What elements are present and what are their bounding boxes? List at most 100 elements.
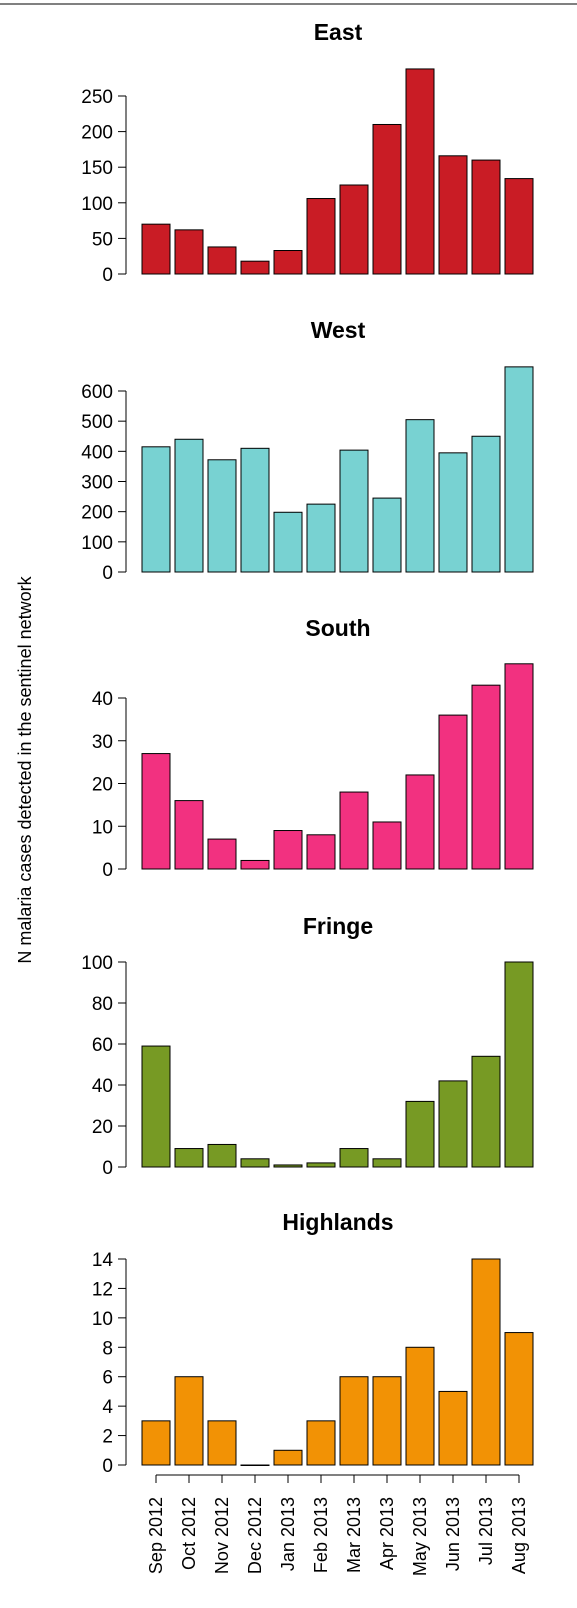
bar <box>273 511 303 573</box>
bar <box>207 459 237 573</box>
bar <box>141 1420 171 1466</box>
bar <box>339 1148 369 1168</box>
bar <box>471 1055 501 1168</box>
y-tick-label: 20 <box>92 775 113 796</box>
bar <box>339 184 369 275</box>
y-tick-label: 0 <box>102 563 113 584</box>
y-tick-label: 6 <box>102 1368 113 1389</box>
y-tick-label: 40 <box>92 689 113 710</box>
panel-title: South <box>305 615 370 641</box>
bar <box>240 859 270 870</box>
panel-title: Fringe <box>303 913 373 939</box>
y-tick-label: 250 <box>81 87 113 108</box>
bar <box>306 1420 336 1466</box>
x-tick-label: Dec 2012 <box>245 1497 265 1574</box>
bar <box>372 123 402 275</box>
y-tick-label: 80 <box>92 994 113 1015</box>
x-tick-label: Sep 2012 <box>146 1497 166 1574</box>
y-axis-label: N malaria cases detected in the sentinel… <box>15 575 35 963</box>
bar <box>174 800 204 870</box>
y-tick-label: 12 <box>92 1279 113 1300</box>
bar <box>306 503 336 573</box>
x-tick-label: Mar 2013 <box>344 1497 364 1573</box>
y-tick-label: 500 <box>81 412 113 433</box>
bar <box>141 446 171 573</box>
x-tick-label: Jun 2013 <box>443 1497 463 1571</box>
bar <box>240 1464 270 1466</box>
bar <box>471 159 501 275</box>
bar <box>372 497 402 573</box>
bar <box>339 1376 369 1466</box>
bar <box>471 684 501 870</box>
y-tick-label: 30 <box>92 732 113 753</box>
bar <box>438 1080 468 1168</box>
y-tick-label: 20 <box>92 1117 113 1138</box>
bar <box>306 198 336 275</box>
bar <box>273 1449 303 1466</box>
bar <box>471 435 501 573</box>
bar <box>438 452 468 573</box>
bar <box>306 834 336 870</box>
bar <box>273 1164 303 1168</box>
bar <box>339 449 369 573</box>
panel-title: Highlands <box>282 1209 393 1235</box>
bar <box>405 68 435 275</box>
bar <box>405 774 435 870</box>
x-tick-label: Oct 2012 <box>179 1497 199 1570</box>
bar <box>372 1376 402 1466</box>
bar <box>273 830 303 870</box>
bar <box>405 1346 435 1466</box>
x-tick-label: May 2013 <box>410 1497 430 1576</box>
bar <box>207 246 237 275</box>
y-tick-label: 400 <box>81 442 113 463</box>
y-tick-label: 150 <box>81 158 113 179</box>
bar <box>174 229 204 275</box>
bar <box>207 838 237 870</box>
bar <box>141 1045 171 1168</box>
x-tick-label: Feb 2013 <box>311 1497 331 1573</box>
bar <box>273 250 303 275</box>
y-tick-label: 100 <box>81 953 113 974</box>
y-tick-label: 8 <box>102 1338 113 1359</box>
bar <box>504 961 534 1168</box>
y-tick-label: 0 <box>102 1158 113 1179</box>
bar <box>174 1148 204 1168</box>
y-tick-label: 4 <box>102 1397 113 1418</box>
bar <box>207 1420 237 1466</box>
bar <box>141 753 171 870</box>
y-tick-label: 100 <box>81 194 113 215</box>
y-tick-label: 60 <box>92 1035 113 1056</box>
bar <box>174 438 204 573</box>
y-tick-label: 10 <box>92 1309 113 1330</box>
bar <box>405 1100 435 1168</box>
x-tick-label: Apr 2013 <box>377 1497 397 1570</box>
y-tick-label: 200 <box>81 503 113 524</box>
bar <box>372 1158 402 1168</box>
bar <box>504 366 534 573</box>
y-tick-label: 200 <box>81 123 113 144</box>
bar <box>306 1162 336 1168</box>
y-tick-label: 100 <box>81 533 113 554</box>
bar <box>438 714 468 870</box>
y-tick-label: 600 <box>81 382 113 403</box>
bar <box>240 1158 270 1168</box>
bar <box>504 663 534 870</box>
bar <box>141 223 171 275</box>
y-tick-label: 0 <box>102 860 113 881</box>
bar <box>471 1258 501 1466</box>
x-tick-label: Jul 2013 <box>476 1497 496 1565</box>
bar <box>405 419 435 573</box>
bar <box>504 178 534 275</box>
y-tick-label: 14 <box>92 1250 114 1271</box>
bar <box>504 1332 534 1466</box>
bar <box>240 260 270 275</box>
y-tick-label: 40 <box>92 1076 113 1097</box>
panel-title: East <box>314 19 363 45</box>
y-tick-label: 10 <box>92 817 113 838</box>
bar <box>438 155 468 275</box>
y-tick-label: 50 <box>92 229 113 250</box>
bar <box>438 1390 468 1466</box>
x-tick-label: Aug 2013 <box>509 1497 529 1574</box>
bar <box>240 447 270 573</box>
